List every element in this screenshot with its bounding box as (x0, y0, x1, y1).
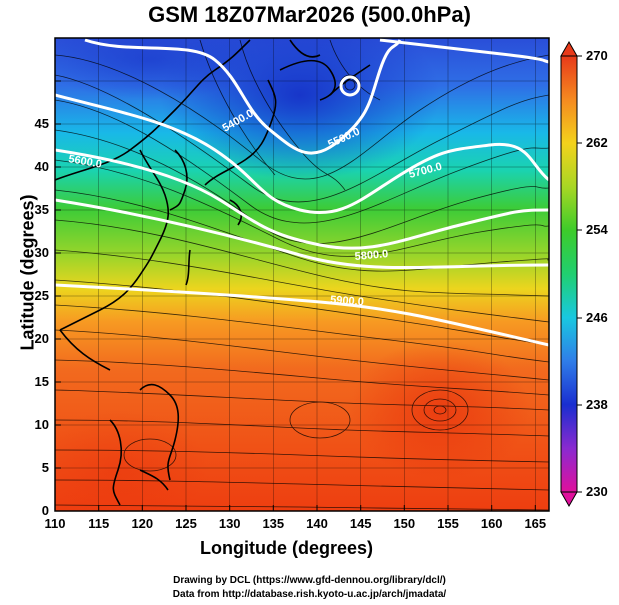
x-tick-label: 110 (45, 516, 66, 531)
y-tick-label: 35 (35, 202, 49, 217)
contour-label: 5800.0 (354, 248, 389, 263)
colorbar-max-arrow (560, 40, 578, 57)
credit-line-drawing: Drawing by DCL (https://www.gfd-dennou.o… (173, 575, 446, 586)
y-tick-label: 40 (35, 159, 49, 174)
colorbar-min-arrow (560, 491, 578, 508)
colorbar-tick-label: 230 (586, 484, 608, 499)
y-tick-label: 20 (35, 331, 49, 346)
plot-frame (54, 37, 550, 512)
height-contours (55, 38, 549, 347)
credit-line-data: Data from http://database.rish.kyoto-u.a… (172, 589, 447, 600)
y-tick-label: 25 (35, 288, 49, 303)
colorbar-tick-label: 254 (586, 222, 608, 237)
y-tick-label: 5 (42, 460, 49, 475)
y-tick-label: 0 (42, 503, 49, 518)
x-tick-label: 150 (393, 516, 415, 531)
x-tick-label: 120 (131, 516, 153, 531)
x-tick-label: 160 (481, 516, 503, 531)
colorbar-tick-label: 238 (586, 397, 608, 412)
x-tick-label: 145 (350, 516, 372, 531)
x-tick-label: 130 (219, 516, 241, 531)
colorbar-tick-label: 246 (586, 310, 608, 325)
colorbar-tick-label: 270 (586, 48, 608, 63)
contour-label: 5600.0 (67, 153, 102, 171)
x-tick-label: 155 (437, 516, 459, 531)
colorbar: 230 238 246 254 262 270 (560, 40, 608, 508)
y-tick-label: 45 (35, 116, 49, 131)
x-axis-title: Longitude (degrees) (200, 538, 374, 558)
x-tick-labels: 110 115 120 125 130 135 140 145 150 155 … (45, 516, 547, 531)
y-axis-title: Latitude (degrees) (17, 194, 38, 351)
colorbar-tick-label: 262 (586, 135, 608, 150)
x-tick-label: 115 (88, 516, 109, 531)
axis-ticks (54, 80, 536, 511)
y-tick-label: 15 (35, 374, 49, 389)
colorbar-scale (560, 55, 578, 493)
temperature-field (55, 38, 549, 511)
map-title: GSM 18Z07Mar2026 (500.0hPa) (148, 2, 471, 27)
y-tick-label: 30 (35, 245, 49, 260)
y-tick-labels: 0 5 10 15 20 25 30 35 40 45 (35, 116, 49, 518)
x-tick-label: 165 (524, 516, 546, 531)
x-tick-label: 135 (262, 516, 284, 531)
coastlines (55, 39, 371, 506)
x-tick-label: 125 (175, 516, 197, 531)
contour-label: 5900.0 (330, 294, 364, 308)
y-tick-label: 10 (35, 417, 49, 432)
x-tick-label: 140 (306, 516, 328, 531)
